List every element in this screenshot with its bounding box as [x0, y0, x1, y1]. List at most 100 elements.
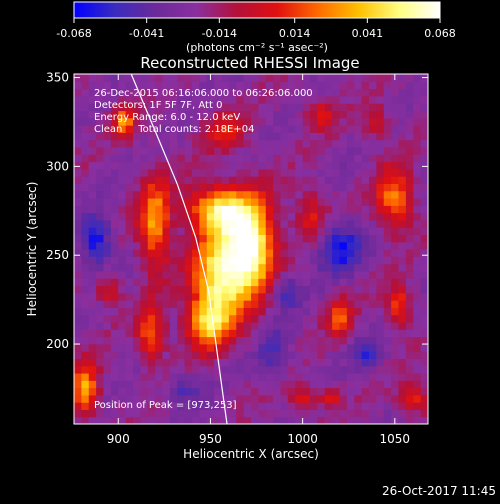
heatmap-cell [118, 117, 127, 126]
heatmap-cell [140, 336, 149, 345]
heatmap-cell [280, 95, 289, 104]
heatmap-cell [169, 139, 178, 148]
heatmap-cell [273, 263, 282, 272]
heatmap-cell [199, 249, 208, 257]
heatmap-cell [354, 402, 363, 411]
heatmap-cell [287, 387, 296, 396]
heatmap-cell [184, 365, 193, 374]
heatmap-cell [273, 139, 282, 148]
heatmap-cell [236, 372, 245, 381]
heatmap-cell [302, 103, 311, 112]
heatmap-cell [221, 300, 230, 308]
heatmap-cell [273, 168, 282, 177]
heatmap-cell [228, 300, 237, 308]
heatmap-cell [88, 307, 97, 316]
heatmap-cell [221, 212, 230, 221]
heatmap-cell [265, 117, 274, 126]
heatmap-cell [74, 416, 82, 424]
heatmap-cell [81, 307, 90, 316]
heatmap-cell [420, 336, 428, 345]
heatmap-cell [110, 270, 119, 279]
heatmap-cell [96, 176, 105, 184]
heatmap-cell [169, 278, 178, 287]
heatmap-cell [162, 336, 171, 345]
heatmap-cell [199, 241, 208, 250]
heatmap-cell [376, 351, 385, 359]
heatmap-cell [162, 263, 171, 272]
heatmap-cell [265, 212, 274, 221]
heatmap-cell [376, 168, 385, 177]
heatmap-cell [369, 292, 377, 301]
heatmap-cell [287, 139, 296, 148]
heatmap-cell [243, 409, 252, 418]
heatmap-cell [376, 110, 385, 119]
heatmap-cell [354, 241, 363, 250]
heatmap-cell [81, 234, 90, 243]
heatmap-cell [273, 125, 282, 133]
heatmap-cell [169, 190, 178, 199]
heatmap-cell [346, 183, 355, 192]
heatmap-cell [169, 74, 178, 82]
heatmap-cell [228, 358, 237, 367]
heatmap-cell [88, 205, 97, 214]
heatmap-cell [413, 176, 422, 184]
heatmap-cell [413, 146, 422, 155]
heatmap-cell [133, 380, 141, 389]
heatmap-cell [118, 256, 127, 265]
heatmap-cell [332, 249, 341, 257]
heatmap-cell [155, 292, 164, 301]
heatmap-cell [184, 263, 193, 272]
heatmap-cell [280, 307, 289, 316]
heatmap-cell [413, 190, 422, 199]
heatmap-cell [369, 416, 377, 424]
heatmap-cell [324, 336, 333, 345]
heatmap-cell [192, 183, 200, 192]
heatmap-cell [74, 314, 82, 323]
heatmap-cell [147, 285, 156, 294]
heatmap-cell [405, 351, 414, 359]
heatmap-cell [398, 256, 407, 265]
heatmap-cell [177, 358, 186, 367]
heatmap-cell [133, 183, 141, 192]
heatmap-cell [354, 212, 363, 221]
heatmap-cell [280, 183, 289, 192]
heatmap-cell [420, 314, 428, 323]
heatmap-cell [192, 74, 200, 82]
heatmap-cell [383, 132, 392, 141]
heatmap-cell [192, 249, 200, 257]
heatmap-cell [376, 343, 385, 352]
heatmap-cell [214, 183, 223, 192]
heatmap-cell [162, 117, 171, 126]
heatmap-cell [88, 227, 97, 236]
heatmap-cell [391, 241, 400, 250]
heatmap-cell [221, 234, 230, 243]
heatmap-cell [317, 336, 326, 345]
heatmap-cell [177, 161, 186, 170]
heatmap-cell [391, 205, 400, 214]
heatmap-cell [332, 394, 341, 403]
heatmap-cell [251, 212, 259, 221]
heatmap-cell [405, 197, 414, 206]
heatmap-cell [339, 380, 348, 389]
heatmap-cell [133, 343, 141, 352]
heatmap-cell [295, 88, 304, 97]
heatmap-cell [199, 234, 208, 243]
heatmap-cell [317, 285, 326, 294]
heatmap-cell [74, 139, 82, 148]
heatmap-cell [81, 132, 90, 141]
heatmap-cell [96, 205, 105, 214]
heatmap-cell [96, 161, 105, 170]
heatmap-cell [265, 307, 274, 316]
heatmap-cell [413, 183, 422, 192]
heatmap-cell [405, 168, 414, 177]
heatmap-cell [420, 329, 428, 338]
heatmap-cell [96, 132, 105, 141]
heatmap-cell [420, 394, 428, 403]
heatmap-cell [346, 110, 355, 119]
heatmap-cell [206, 81, 215, 90]
heatmap-cell [162, 212, 171, 221]
heatmap-cell [383, 358, 392, 367]
heatmap-cell [413, 219, 422, 228]
heatmap-cell [420, 343, 428, 352]
heatmap-cell [317, 402, 326, 411]
